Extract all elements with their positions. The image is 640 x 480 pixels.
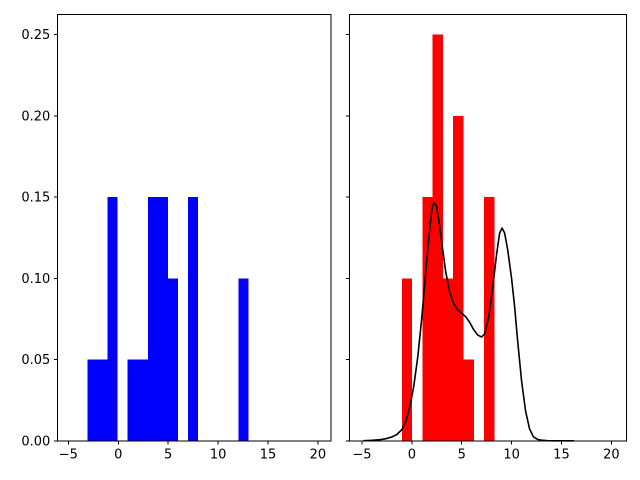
histogram-bar bbox=[127, 359, 138, 441]
histogram-bar bbox=[463, 359, 474, 441]
histogram-bar bbox=[484, 197, 495, 441]
x-tick-label: 5 bbox=[164, 448, 172, 463]
kde-curve bbox=[363, 201, 575, 442]
histogram-bar bbox=[147, 197, 158, 441]
histogram-bar bbox=[107, 197, 118, 441]
y-tick-label: 0.00 bbox=[21, 435, 50, 450]
left-axes: −5 0 5 10 15 20 0.00 0.05 0.10 0.15 0.20 0.25 bbox=[21, 13, 332, 463]
x-tick-label: 10 bbox=[503, 448, 520, 463]
histogram-bar bbox=[137, 359, 148, 441]
histogram-bar bbox=[87, 359, 98, 441]
y-tick-label: 0.10 bbox=[21, 272, 50, 287]
histogram-bar bbox=[453, 115, 464, 441]
histogram-bar bbox=[401, 278, 413, 441]
histogram-bar bbox=[97, 359, 108, 441]
x-tick-label: 15 bbox=[260, 448, 277, 463]
histogram-bar bbox=[422, 197, 433, 441]
x-tick-label: 10 bbox=[210, 448, 227, 463]
y-tick-label: 0.05 bbox=[21, 353, 50, 368]
y-tick-label: 0.25 bbox=[21, 28, 50, 43]
left-axes-spines bbox=[56, 13, 332, 442]
right-axes: −5 0 5 10 15 20 bbox=[346, 13, 627, 463]
y-tick-label: 0.20 bbox=[21, 109, 50, 124]
histogram-bar bbox=[432, 34, 443, 442]
x-tick-label: 5 bbox=[458, 448, 466, 463]
histogram-bar bbox=[188, 197, 199, 441]
histogram-bar bbox=[238, 278, 249, 441]
right-axes-spines bbox=[349, 13, 627, 442]
x-tick-label: 15 bbox=[553, 448, 570, 463]
x-tick-label: 20 bbox=[603, 448, 620, 463]
x-tick-label: 0 bbox=[408, 448, 416, 463]
x-tick-label: 20 bbox=[310, 448, 327, 463]
x-tick-label: −5 bbox=[352, 448, 371, 463]
histogram-bar bbox=[157, 197, 168, 441]
x-tick-label: 0 bbox=[114, 448, 122, 463]
histogram-bar bbox=[168, 278, 179, 441]
x-tick-label: −5 bbox=[59, 448, 78, 463]
histogram-bar bbox=[442, 278, 454, 441]
y-tick-label: 0.15 bbox=[21, 191, 50, 206]
